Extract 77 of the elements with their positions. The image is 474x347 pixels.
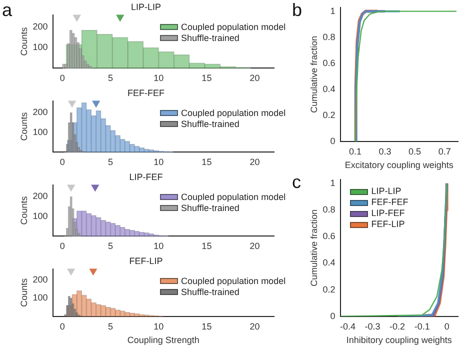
x-axis-title: Excitatory coupling weights: [344, 160, 454, 170]
x-tick-label: 0: [60, 241, 65, 252]
x-tick-label: 20: [250, 157, 260, 168]
text: a: [2, 0, 13, 20]
x-tick-label: 20: [250, 241, 260, 252]
x-tick-label: 10: [154, 241, 164, 252]
y-tick-label: 0.4: [322, 258, 336, 268]
x-tick-label: 0: [444, 321, 450, 332]
y-tick-label: 0.6: [322, 231, 336, 242]
legend-label: Shuffle-trained: [181, 32, 240, 43]
y-tick-label: 200: [32, 191, 48, 202]
y-tick-label: 0: [330, 136, 336, 146]
chart-title: FEF-LIP: [129, 256, 163, 266]
y-axis-title: Counts: [18, 112, 29, 141]
x-tick-label: 0.7: [438, 146, 451, 156]
x-tick-label: -0.4: [340, 321, 356, 332]
x-tick-label: 0: [60, 157, 65, 168]
y-tick-label: 200: [32, 274, 48, 284]
legend-label: Shuffle-trained: [181, 286, 240, 297]
x-tick-label: 10: [154, 73, 164, 84]
x-tick-label: 15: [202, 73, 212, 84]
x-tick-label: 15: [202, 157, 212, 168]
text: b: [292, 0, 302, 20]
y-tick-label: 200: [32, 107, 48, 118]
y-tick-label: 100: [32, 292, 48, 303]
legend-label: LIP-FEF: [371, 208, 405, 218]
x-tick-label: 15: [202, 241, 212, 252]
y-tick-label: 0.6: [322, 58, 336, 68]
x-tick-label: 5: [108, 241, 114, 252]
y-axis-title: Cumulative fraction: [308, 209, 319, 286]
x-tick-label: -0.2: [390, 321, 406, 332]
legend-label: LIP-LIP: [371, 186, 402, 196]
x-tick-label: 0: [60, 73, 65, 84]
x-tick-label: 10: [154, 321, 164, 332]
x-tick-label: 0: [60, 321, 65, 332]
text: c: [292, 172, 301, 192]
y-tick-label: 0.2: [322, 110, 336, 120]
y-tick-label: 0.4: [322, 84, 336, 94]
legend-label: Shuffle-trained: [181, 202, 240, 213]
legend-label: FEF-LIP: [371, 219, 405, 230]
x-tick-label: 15: [202, 321, 212, 332]
x-tick-label: -0.1: [414, 321, 430, 332]
y-tick-label: 1: [330, 6, 336, 16]
y-axis-title: Counts: [18, 26, 29, 56]
legend-label: Coupled population model: [181, 276, 286, 286]
x-axis-title: Coupling Strength: [127, 335, 200, 346]
x-tick-label: 10: [154, 157, 164, 168]
y-tick-label: 200: [32, 22, 48, 32]
legend-label: Coupled population model: [181, 192, 286, 202]
y-tick-label: 0: [330, 310, 336, 321]
y-tick-label: 100: [32, 210, 48, 221]
x-tick-label: 0.5: [408, 146, 422, 156]
y-axis-title: Counts: [18, 196, 29, 225]
legend-label: Shuffle-trained: [181, 118, 240, 129]
x-tick-label: 5: [108, 157, 114, 168]
chart-title: LIP-LIP: [130, 2, 162, 12]
legend-label: FEF-FEF: [371, 197, 408, 208]
y-axis-title: Cumulative fraction: [308, 36, 319, 113]
y-tick-label: 1: [330, 178, 336, 188]
x-tick-label: 20: [250, 73, 260, 84]
legend-label: Coupled population model: [181, 22, 286, 32]
x-tick-label: 0.1: [348, 146, 362, 156]
x-axis-title: Inhibitory coupling weights: [346, 335, 452, 346]
y-tick-label: 0.8: [322, 204, 336, 214]
y-tick-label: 100: [32, 42, 48, 52]
x-tick-label: 5: [108, 321, 114, 332]
x-tick-label: 20: [250, 321, 260, 332]
legend-label: Coupled population model: [181, 108, 286, 118]
chart-title: FEF-FEF: [128, 88, 165, 98]
y-tick-label: 0.2: [322, 284, 336, 294]
x-tick-label: 0.3: [378, 146, 392, 156]
x-tick-label: -0.3: [364, 321, 380, 332]
chart-title: LIP-FEF: [129, 172, 164, 182]
y-axis-title: Counts: [18, 278, 29, 307]
y-tick-label: 0.8: [322, 32, 336, 42]
y-tick-label: 100: [32, 126, 48, 137]
x-tick-label: 5: [108, 73, 114, 84]
